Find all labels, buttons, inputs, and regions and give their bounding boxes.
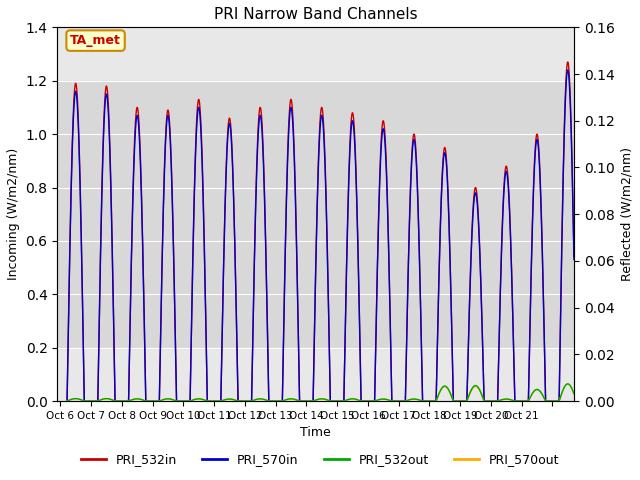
Text: TA_met: TA_met	[70, 34, 121, 47]
Legend: PRI_532in, PRI_570in, PRI_532out, PRI_570out: PRI_532in, PRI_570in, PRI_532out, PRI_57…	[76, 448, 564, 471]
Y-axis label: Reflected (W/m2/nm): Reflected (W/m2/nm)	[620, 147, 633, 281]
Bar	[57, 81, 574, 348]
Title: PRI Narrow Band Channels: PRI Narrow Band Channels	[214, 7, 417, 22]
X-axis label: Time: Time	[300, 426, 331, 440]
Y-axis label: Incoming (W/m2/nm): Incoming (W/m2/nm)	[7, 148, 20, 280]
